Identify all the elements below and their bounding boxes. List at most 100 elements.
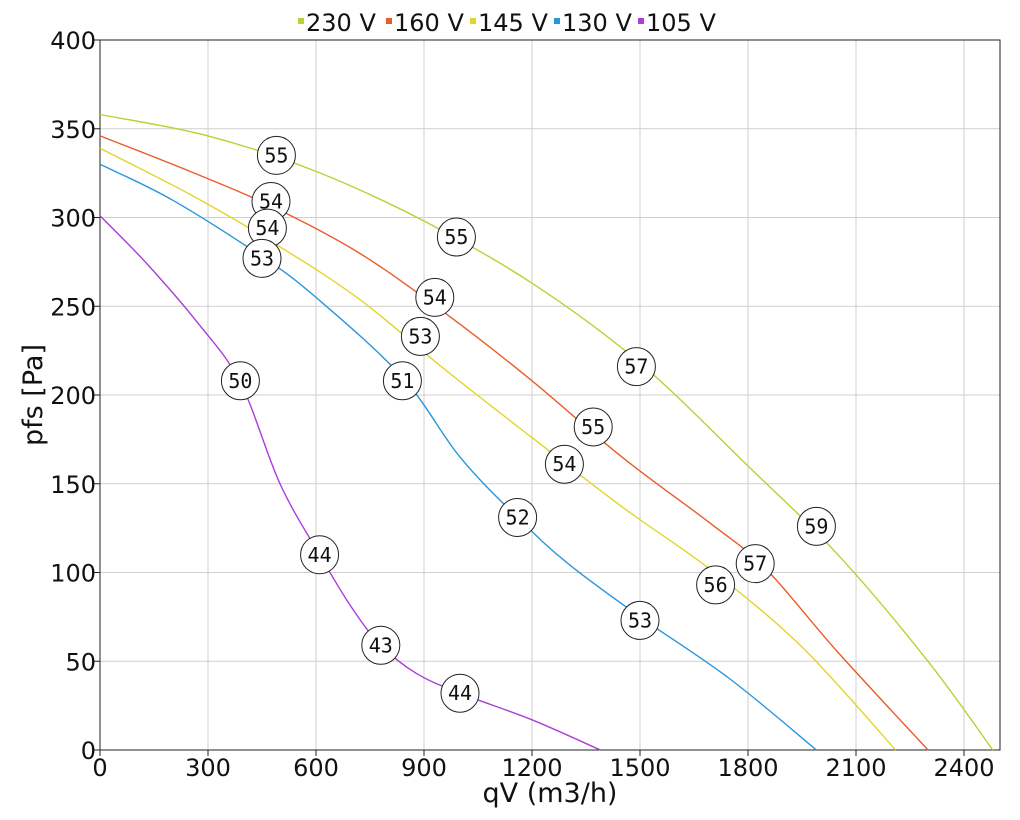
data-label-145v: 53 — [400, 316, 440, 356]
data-label-145v: 56 — [696, 565, 736, 605]
data-label-160v: 54 — [415, 277, 455, 317]
data-label-text: 54 — [552, 452, 576, 476]
x-tick-label: 2400 — [933, 754, 994, 782]
data-label-circle — [220, 361, 260, 401]
y-tick-label: 350 — [50, 116, 96, 144]
x-tick-label: 900 — [401, 754, 447, 782]
x-tick-label: 300 — [185, 754, 231, 782]
data-label-105v: 44 — [300, 535, 340, 575]
data-label-circle — [573, 407, 613, 447]
legend-swatch — [638, 18, 644, 24]
data-label-text: 55 — [264, 143, 288, 167]
data-label-text: 44 — [448, 681, 472, 705]
y-tick-label: 200 — [50, 382, 96, 410]
data-label-text: 52 — [506, 505, 530, 529]
data-label-text: 55 — [581, 415, 605, 439]
data-label-text: 43 — [369, 633, 393, 657]
legend-label: 160 V — [394, 9, 464, 37]
legend-swatch — [298, 18, 304, 24]
data-label-text: 53 — [408, 324, 432, 348]
data-label-circle — [415, 277, 455, 317]
x-tick-label: 1800 — [717, 754, 778, 782]
axis-ticks: 0 300 600 900 1200 1500 1800 2100 2400 0 50 100 150 2… — [50, 27, 994, 782]
data-label-130v: 52 — [498, 497, 538, 537]
series-line-160v — [99, 135, 929, 751]
data-label-circle — [544, 444, 584, 484]
data-label-circle — [498, 497, 538, 537]
data-label-130v: 51 — [382, 361, 422, 401]
data-label-circle — [300, 535, 340, 575]
data-label-105v: 50 — [220, 361, 260, 401]
y-tick-label: 0 — [81, 737, 96, 765]
data-label-230v: 59 — [796, 506, 836, 546]
data-label-circle — [616, 347, 656, 387]
series-line-105v — [99, 215, 601, 751]
data-label-text: 50 — [228, 369, 252, 393]
data-label-145v: 54 — [544, 444, 584, 484]
legend-item: 145 V — [470, 9, 548, 37]
legend-label: 130 V — [562, 9, 632, 37]
data-label-circle — [620, 600, 660, 640]
legend-swatch — [386, 18, 392, 24]
legend: 230 V 160 V 145 V 130 V 105 V — [298, 9, 716, 37]
data-label-text: 57 — [743, 552, 767, 576]
data-label-text: 51 — [390, 369, 414, 393]
data-label-circle — [256, 135, 296, 175]
data-label-circle — [440, 673, 480, 713]
y-tick-label: 100 — [50, 560, 96, 588]
data-label-circle — [436, 217, 476, 257]
data-label-text: 53 — [628, 608, 652, 632]
data-label-105v: 43 — [361, 625, 401, 665]
data-label-160v: 55 — [573, 407, 613, 447]
legend-label: 105 V — [646, 9, 716, 37]
x-axis-label: qV (m3/h) — [483, 778, 618, 809]
data-label-230v: 57 — [616, 347, 656, 387]
data-label-circle — [382, 361, 422, 401]
data-label-circle — [242, 238, 282, 278]
x-tick-label: 0 — [92, 754, 107, 782]
series-lines — [99, 113, 994, 751]
series-line-145v — [99, 147, 897, 751]
data-label-circle — [796, 506, 836, 546]
y-tick-label: 400 — [50, 27, 96, 55]
data-label-text: 54 — [255, 216, 279, 240]
data-label-230v: 55 — [256, 135, 296, 175]
x-tick-label: 2100 — [825, 754, 886, 782]
data-label-circle — [400, 316, 440, 356]
data-label-text: 56 — [704, 573, 728, 597]
legend-swatch — [470, 18, 476, 24]
data-label-circle — [696, 565, 736, 605]
x-tick-label: 1500 — [609, 754, 670, 782]
y-tick-label: 150 — [50, 471, 96, 499]
series-line-230v — [99, 113, 994, 751]
data-label-text: 57 — [624, 355, 648, 379]
legend-item: 230 V — [298, 9, 376, 37]
data-label-105v: 44 — [440, 673, 480, 713]
data-label-text: 53 — [250, 246, 274, 270]
data-label-text: 54 — [423, 285, 447, 309]
legend-swatch — [554, 18, 560, 24]
data-label-230v: 55 — [436, 217, 476, 257]
data-label-text: 44 — [308, 543, 332, 567]
y-tick-label: 250 — [50, 293, 96, 321]
x-tick-label: 1200 — [501, 754, 562, 782]
legend-label: 145 V — [478, 9, 548, 37]
legend-item: 105 V — [638, 9, 716, 37]
y-axis-label: pfs [Pa] — [18, 344, 49, 446]
data-label-text: 59 — [804, 514, 828, 538]
x-tick-label: 600 — [293, 754, 339, 782]
data-label-circle — [361, 625, 401, 665]
data-label-text: 55 — [444, 225, 468, 249]
legend-item: 160 V — [386, 9, 464, 37]
legend-item: 130 V — [554, 9, 632, 37]
series-line-130v — [99, 163, 817, 751]
data-label-circle — [735, 544, 775, 584]
data-label-130v: 53 — [620, 600, 660, 640]
data-label-130v: 53 — [242, 238, 282, 278]
y-tick-label: 300 — [50, 205, 96, 233]
y-tick-label: 50 — [65, 648, 96, 676]
data-label-160v: 57 — [735, 544, 775, 584]
legend-label: 230 V — [306, 9, 376, 37]
